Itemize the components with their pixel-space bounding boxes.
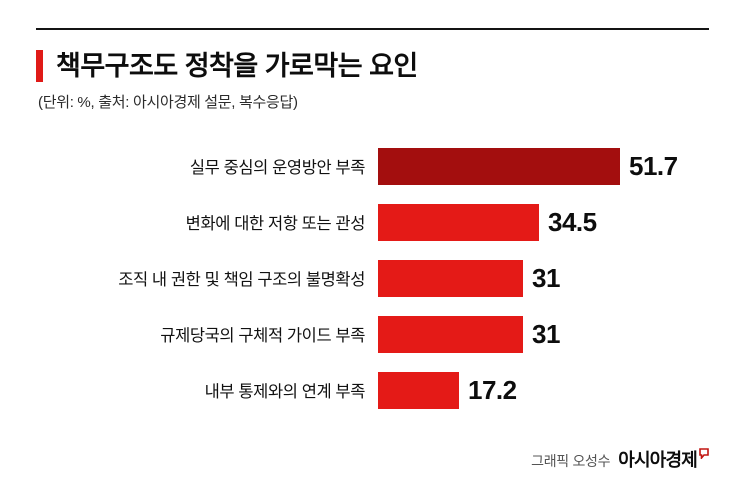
bar-value: 31 [532,262,560,293]
chart-row: 규제당국의 구체적 가이드 부족 31 [36,306,709,362]
category-label: 규제당국의 구체적 가이드 부족 [160,327,365,346]
footer-credit: 그래픽 오성수 아시아경제 [531,446,709,472]
chart-row: 조직 내 권한 및 책임 구조의 불명확성 31 [36,250,709,306]
category-label: 조직 내 권한 및 책임 구조의 불명확성 [118,271,365,290]
bar [378,371,459,409]
chart-subtitle: (단위: %, 출처: 아시아경제 설문, 복수응답) [38,94,298,112]
bar-value: 17.2 [468,374,517,405]
bar [378,315,523,353]
chart-row: 실무 중심의 운영방안 부족 51.7 [36,138,709,194]
bar-chart: 실무 중심의 운영방안 부족 51.7 변화에 대한 저항 또는 관성 34.5… [36,138,709,418]
category-label: 실무 중심의 운영방안 부족 [189,159,366,178]
bar-value: 31 [532,318,560,349]
category-label: 변화에 대한 저항 또는 관성 [185,215,366,234]
bar [378,259,523,297]
bar-value: 34.5 [548,206,597,237]
asiae-logo-mark [699,446,709,464]
bar [378,147,620,185]
category-label: 내부 통제와의 연계 부족 [204,383,366,402]
bar-value: 51.7 [629,150,678,181]
graphic-credit: 그래픽 오성수 [531,453,611,469]
page-title: 책무구조도 정착을 가로막는 요인 [56,51,418,81]
title-accent-bar [36,50,43,83]
bar [378,203,539,241]
chart-row: 변화에 대한 저항 또는 관성 34.5 [36,194,709,250]
top-divider [36,28,709,30]
title-block: 책무구조도 정착을 가로막는 요인 [36,50,709,83]
brand-name: 아시아경제 [618,450,698,470]
chart-row: 내부 통제와의 연계 부족 17.2 [36,362,709,418]
